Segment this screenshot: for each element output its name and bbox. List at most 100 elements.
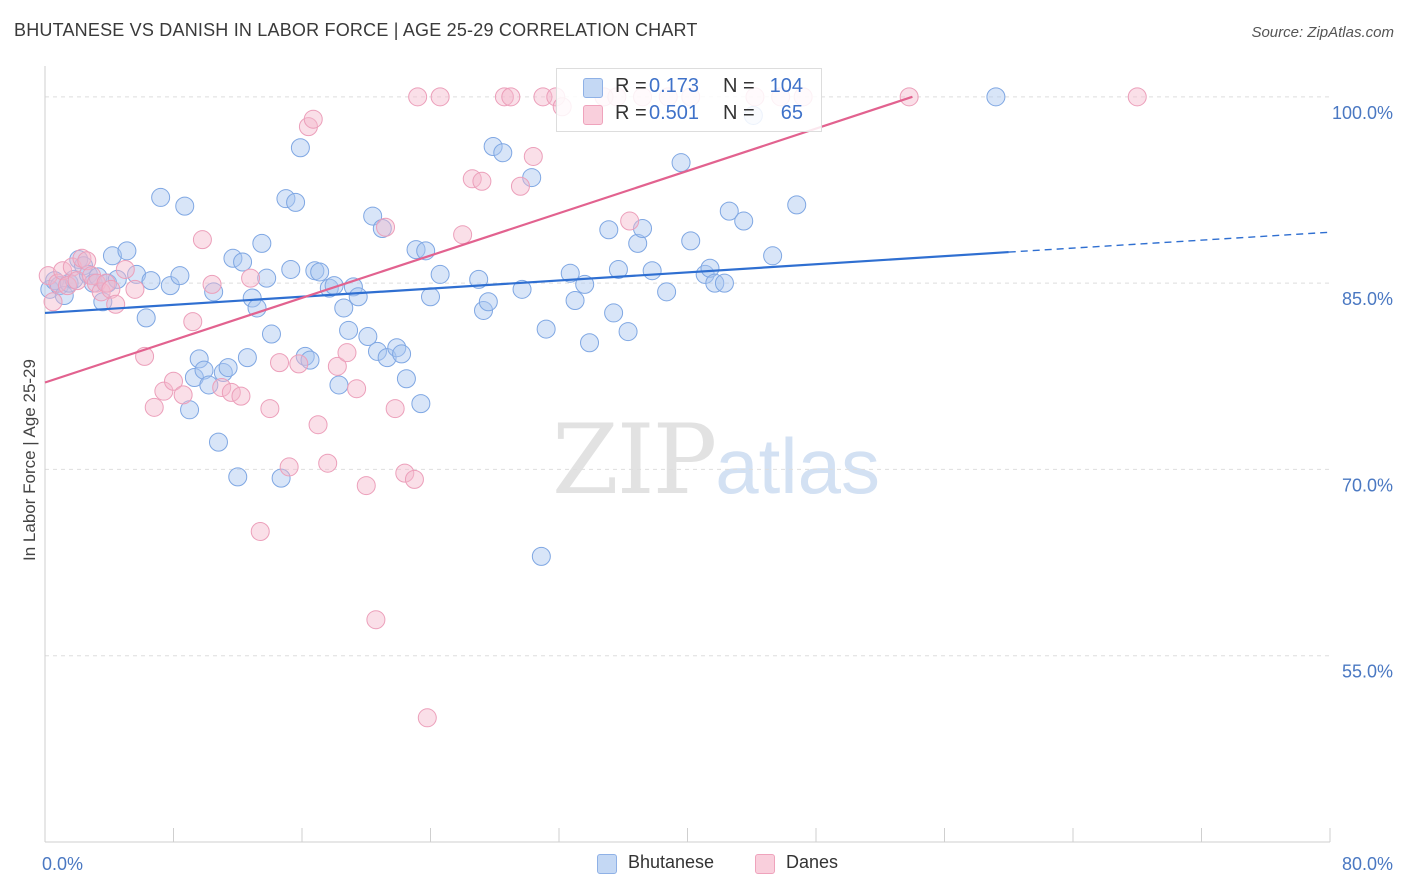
data-point (106, 294, 126, 314)
data-point (233, 252, 253, 272)
data-point (154, 381, 174, 401)
data-point (356, 476, 376, 496)
legend-row-bhutanese: R = 0.173 N = 104 (557, 75, 821, 101)
data-point (194, 360, 214, 380)
x-tick-labels: 0.0% 80.0% (42, 854, 1393, 874)
data-point (327, 356, 347, 376)
data-point (141, 271, 161, 291)
trend-line (44, 95, 913, 384)
data-point (385, 399, 405, 419)
data-point (173, 385, 193, 405)
data-point (77, 251, 97, 271)
data-point (599, 220, 619, 240)
data-point (671, 153, 691, 173)
data-point (608, 259, 628, 279)
data-point (151, 187, 171, 207)
data-point (618, 322, 638, 342)
data-point (86, 273, 106, 293)
data-point (183, 312, 203, 332)
x-tick-label: 80.0% (1342, 854, 1393, 874)
legend-row-danes: R = 0.501 N = 65 (557, 102, 821, 128)
data-point (719, 201, 739, 221)
data-point (408, 87, 428, 107)
legend-swatch-bhutanese (597, 854, 617, 874)
source-label: Source: ZipAtlas.com (1251, 24, 1394, 41)
y-tick-label: 70.0% (1342, 475, 1393, 495)
data-point (580, 333, 600, 353)
data-point (620, 211, 640, 231)
data-point (300, 350, 320, 370)
data-point (136, 308, 156, 328)
data-point (421, 287, 440, 307)
data-point (252, 233, 272, 253)
data-point (395, 463, 415, 483)
legend-n-value: 65 (780, 102, 803, 124)
legend-r-label: R = (615, 75, 647, 97)
data-point (334, 298, 354, 318)
data-point (565, 291, 585, 311)
data-point (221, 382, 241, 402)
data-point (208, 432, 228, 452)
data-point (53, 261, 73, 281)
data-point (337, 343, 357, 363)
data-point (107, 269, 127, 289)
data-point (376, 217, 396, 237)
data-point (102, 246, 122, 266)
y-tick-label: 55.0% (1342, 662, 1393, 682)
data-point (115, 259, 135, 279)
data-point (681, 231, 701, 251)
data-point (101, 279, 121, 299)
data-point (347, 379, 367, 399)
data-point (787, 195, 807, 215)
data-point (986, 87, 1006, 107)
data-point (372, 218, 392, 238)
data-point (202, 274, 222, 294)
data-point (430, 264, 450, 284)
data-point (279, 457, 299, 477)
data-point (189, 349, 209, 369)
trend-line-extension (1008, 231, 1331, 253)
data-point (271, 468, 291, 488)
data-point (127, 264, 147, 284)
data-point (329, 375, 349, 395)
data-point (469, 269, 489, 289)
axes (44, 66, 1331, 843)
legend-label-danes: Danes (786, 852, 839, 872)
data-point (642, 261, 662, 281)
legend-r-label: R = (615, 102, 647, 124)
series-danes-points (38, 87, 1147, 728)
data-point (237, 348, 257, 368)
y-tick-labels: 55.0% 70.0% 85.0% 100.0% (1332, 103, 1393, 682)
data-point (175, 196, 195, 216)
data-point (1127, 87, 1147, 107)
data-point (714, 273, 734, 293)
data-point (160, 276, 180, 296)
data-point (289, 354, 309, 374)
data-point (536, 319, 556, 339)
data-point (212, 377, 232, 397)
data-point (308, 415, 328, 435)
data-point (404, 469, 424, 489)
data-point (125, 279, 145, 299)
data-point (290, 138, 310, 158)
data-point (218, 358, 238, 378)
x-tick-label: 0.0% (42, 854, 83, 874)
data-point (494, 87, 514, 107)
legend-swatch-danes (755, 854, 775, 874)
data-point (164, 371, 183, 391)
data-point (367, 341, 387, 361)
data-point (257, 268, 277, 288)
data-point (72, 248, 92, 268)
data-point (705, 273, 725, 293)
data-point (303, 109, 323, 129)
data-point (478, 292, 498, 312)
watermark-atlas: atlas (715, 422, 880, 510)
data-point (348, 287, 368, 307)
data-point (242, 288, 262, 308)
legend-swatch-danes (583, 105, 603, 125)
data-point (241, 268, 261, 288)
data-point (250, 522, 270, 542)
data-point (339, 320, 359, 340)
data-point (310, 262, 330, 282)
